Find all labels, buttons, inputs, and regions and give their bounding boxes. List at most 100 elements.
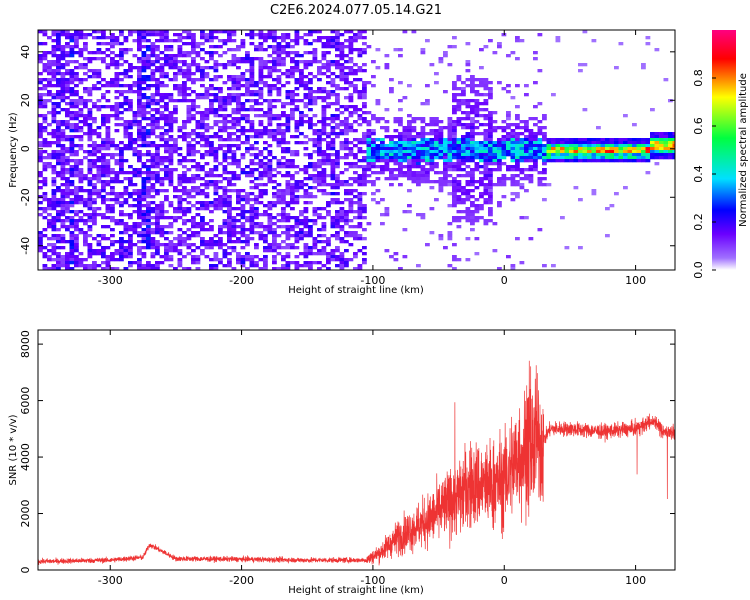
heatmap-cell [51, 168, 57, 172]
heatmap-cell [137, 216, 142, 220]
heatmap-cell [231, 156, 237, 160]
heatmap-cell [200, 84, 205, 88]
heatmap-cell [236, 201, 241, 205]
heatmap-cell [650, 156, 655, 160]
heatmap-cell [294, 180, 300, 184]
heatmap-cell [618, 141, 624, 145]
heatmap-cell [245, 51, 250, 55]
heatmap-cell [60, 261, 66, 265]
heatmap-cell [407, 147, 412, 151]
heatmap-cell [285, 120, 291, 124]
heatmap-cell [258, 33, 264, 37]
heatmap-cell [474, 153, 480, 157]
heatmap-cell [60, 123, 66, 127]
colorbar-tick-label: 0.0 [692, 261, 705, 279]
heatmap-cell [218, 54, 223, 58]
heatmap-cell [641, 159, 646, 163]
heatmap-cell [123, 177, 129, 181]
heatmap-cell [276, 60, 282, 64]
heatmap-cell [299, 228, 304, 232]
heatmap-cell [326, 63, 331, 67]
heatmap-cell [204, 153, 210, 157]
heatmap-cell [326, 192, 331, 196]
heatmap-cell [605, 159, 610, 163]
heatmap-cell [488, 138, 493, 142]
heatmap-cell [497, 138, 502, 142]
heatmap-cell [101, 189, 106, 193]
heatmap-cell [452, 141, 457, 145]
heatmap-cell [254, 147, 259, 151]
heatmap-cell [267, 153, 273, 157]
heatmap-cell [510, 156, 516, 160]
heatmap-cell [308, 102, 313, 106]
heatmap-cell [546, 159, 552, 163]
heatmap-cell [542, 132, 547, 136]
heatmap-cell [267, 102, 273, 106]
heatmap-cell [420, 102, 426, 106]
heatmap-cell [420, 129, 426, 133]
heatmap-cell [371, 141, 376, 145]
heatmap-cell [69, 102, 75, 106]
heatmap-cell [38, 141, 43, 145]
heatmap-cell [69, 189, 75, 193]
heatmap-cell [128, 84, 133, 88]
heatmap-cell [362, 237, 367, 241]
heatmap-cell [245, 237, 250, 241]
heatmap-cell [51, 54, 57, 58]
heatmap-cell [173, 207, 178, 211]
heatmap-cell [249, 255, 255, 259]
heatmap-cell [272, 84, 277, 88]
heatmap-cell [186, 132, 192, 136]
heatmap-cell [249, 66, 255, 70]
heatmap-cell [299, 117, 304, 121]
heatmap-cell [321, 168, 327, 172]
heatmap-cell [447, 135, 453, 139]
heatmap-cell [146, 222, 151, 226]
heatmap-cell [434, 72, 439, 76]
heatmap-cell [474, 186, 480, 190]
heatmap-cell [362, 87, 367, 91]
heatmap-cell [137, 231, 142, 235]
heatmap-cell [146, 243, 151, 247]
heatmap-cell [290, 207, 295, 211]
heatmap-cell [312, 141, 318, 145]
heatmap-cell [366, 150, 372, 154]
heatmap-cell [321, 108, 327, 112]
heatmap-cell [78, 129, 84, 133]
heatmap-cell [258, 108, 264, 112]
heatmap-cell [497, 162, 502, 166]
heatmap-cell [254, 177, 259, 181]
heatmap-cell [294, 165, 300, 169]
heatmap-cell [236, 81, 241, 85]
heatmap-cell [393, 150, 399, 154]
heatmap-cell [249, 60, 255, 64]
heatmap-cell [168, 153, 174, 157]
heatmap-cell [501, 153, 507, 157]
heatmap-cell [461, 135, 466, 139]
heatmap-cell [96, 177, 102, 181]
heatmap-cell [429, 159, 435, 163]
heatmap-cell [240, 102, 246, 106]
heatmap-cell [249, 219, 255, 223]
heatmap-cell [222, 210, 228, 214]
heatmap-cell [60, 207, 66, 211]
heatmap-cell [488, 39, 493, 43]
heatmap-cell [155, 120, 160, 124]
heatmap-cell [38, 123, 43, 127]
heatmap-cell [42, 42, 48, 46]
heatmap-cell [366, 81, 372, 85]
heatmap-cell [578, 153, 583, 157]
heatmap-cell [447, 153, 453, 157]
heatmap-cell [141, 255, 147, 259]
heatmap-cell [272, 60, 277, 64]
heatmap-cell [326, 36, 331, 40]
heatmap-cell [236, 96, 241, 100]
heatmap-cell [78, 201, 84, 205]
heatmap-cell [105, 36, 111, 40]
heatmap-cell [465, 102, 471, 106]
heatmap-cell [105, 225, 111, 229]
heatmap-cell [483, 123, 489, 127]
heatmap-cell [344, 72, 349, 76]
heatmap-cell [105, 198, 111, 202]
heatmap-cell [321, 63, 327, 67]
